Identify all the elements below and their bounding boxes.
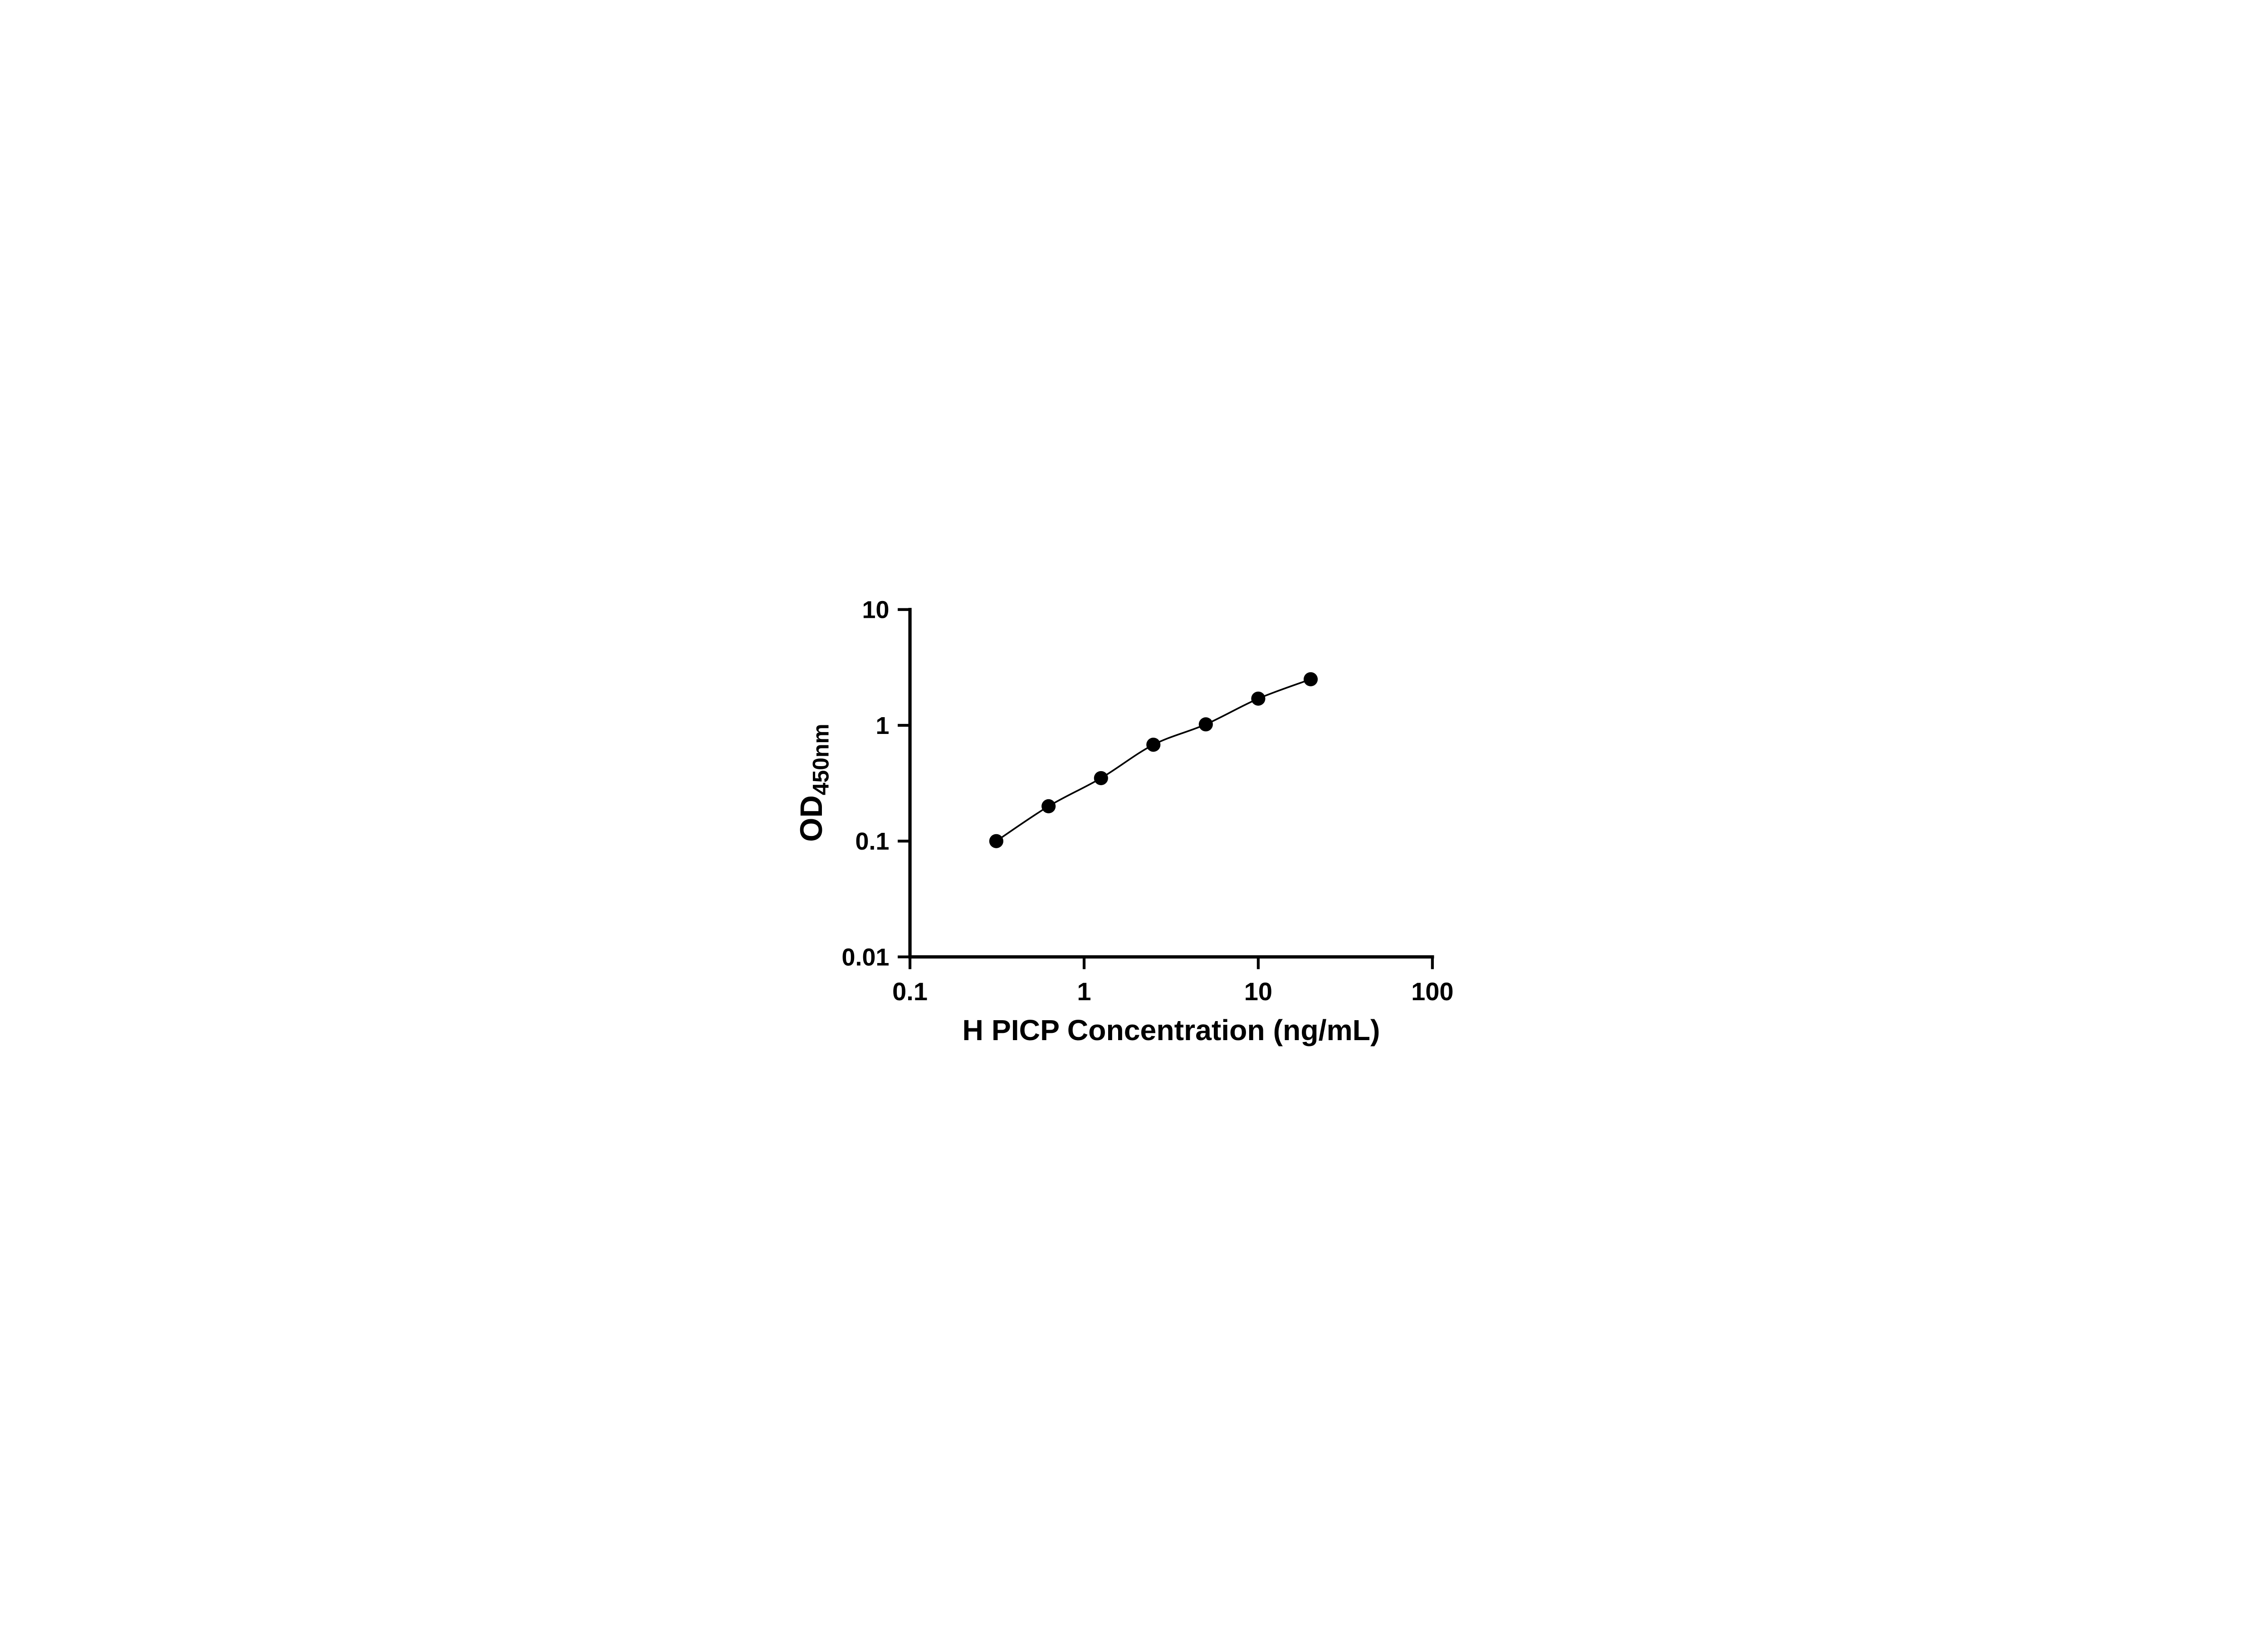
y-tick-label: 10 [862,596,889,623]
y-tick-label: 0.01 [841,944,889,971]
data-point-marker [1146,737,1161,752]
y-tick-label: 1 [875,712,889,739]
y-axis-title-main: OD [794,795,829,842]
data-point-marker [1094,771,1108,785]
x-tick-label: 1 [1077,977,1091,1006]
x-tick-label: 100 [1411,977,1453,1006]
y-axis-title: OD450nm [794,724,834,841]
y-axis-title-sub: 450nm [808,724,834,795]
standard-curve-figure: 0.01 0.1 1 10 0.1 1 10 100 H PICP Concentration… [771,562,1497,1071]
x-tick-label: 10 [1244,977,1272,1006]
data-point-marker [1198,717,1213,732]
data-point-marker [989,834,1003,848]
data-point-marker [1041,799,1056,813]
standard-curve-line [996,678,1311,842]
y-tick-label: 0.1 [855,828,889,855]
x-axis-title: H PICP Concentration (ng/mL) [963,1014,1380,1046]
x-tick-label: 0.1 [892,977,928,1006]
data-point-marker [1303,672,1318,686]
data-point-marker [1251,691,1266,706]
